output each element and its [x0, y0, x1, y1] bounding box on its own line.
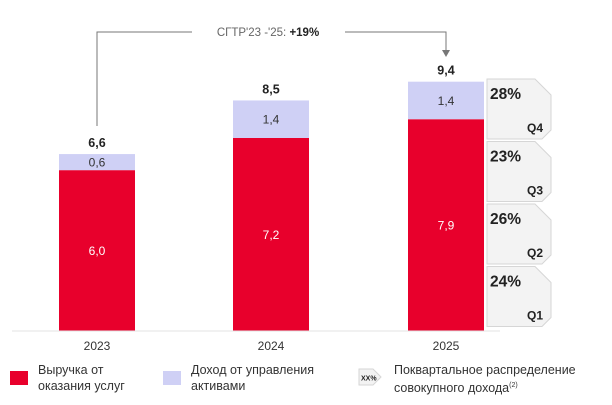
- quarter-pct-Q2: 26%: [490, 211, 521, 228]
- quarter-label-Q1: Q1: [527, 309, 543, 323]
- bar-value-label-revenue-2025: 7,9: [438, 219, 455, 233]
- bar-segment-revenue-2023: [59, 170, 135, 331]
- cagr-bracket-left: [96, 31, 192, 126]
- legend-footnote: (2): [509, 382, 518, 389]
- legend-label-quarterly-line1: Поквартальное распределение: [394, 363, 576, 377]
- legend-item-quarterly: XX% Поквартальное распределение совокупн…: [358, 362, 576, 398]
- legend-label-asset-line2: активами: [191, 379, 246, 393]
- quarter-pct-Q1: 24%: [490, 274, 521, 291]
- cagr-label-value: +19%: [289, 27, 319, 39]
- bar-segment-asset-2023: [59, 154, 135, 171]
- bar-segment-revenue-2025: [408, 119, 484, 331]
- bar-value-label-revenue-2024: 7,2: [263, 228, 280, 242]
- legend-label-quarterly-line2: совокупного дохода: [394, 381, 510, 396]
- quarter-pct-Q4: 28%: [490, 86, 521, 103]
- quarter-label-Q2: Q2: [527, 246, 543, 260]
- x-tick-label-2025: 2025: [433, 339, 460, 353]
- quarter-box-Q2: [486, 203, 552, 265]
- quarterly-tag-icon: XX%: [358, 368, 382, 386]
- quarter-label-Q3: Q3: [527, 184, 543, 198]
- legend-label-revenue-line1: Выручка от: [38, 363, 104, 377]
- bar-total-label-2025: 9,4: [437, 64, 454, 78]
- bar-segment-asset-2024: [233, 100, 309, 138]
- bar-value-label-asset-2023: 0,6: [89, 156, 106, 170]
- cagr-bracket-right: [345, 31, 447, 52]
- bar-segment-revenue-2024: [233, 137, 309, 331]
- bar-value-label-asset-2025: 1,4: [438, 94, 455, 108]
- legend-swatch-asset: [163, 371, 181, 385]
- cagr-arrow-head: [442, 50, 450, 57]
- legend-item-revenue: Выручка от оказания услуг: [10, 362, 125, 398]
- bar-segment-asset-2025: [408, 81, 484, 120]
- quarter-box-Q3: [486, 141, 552, 202]
- x-tick-label-2024: 2024: [258, 339, 285, 353]
- quarterly-distribution: 28% Q4 23% Q3 26% Q2 24% Q1: [486, 78, 552, 327]
- legend-label-asset-line1: Доход от управления: [191, 363, 315, 377]
- x-tick-label-2023: 2023: [84, 339, 111, 353]
- quarter-box-Q1: [486, 266, 552, 327]
- legend-swatch-revenue: [10, 371, 28, 385]
- stacked-bar-chart: CГТР'23 -'25: +19% 6,0 0,6 6,6 2023 7,2 1,4 8,…: [12, 27, 552, 353]
- bar-value-label-revenue-2023: 6,0: [89, 244, 106, 258]
- legend-label-revenue-line2: оказания услуг: [38, 379, 125, 393]
- cagr-annotation: CГТР'23 -'25: +19%: [96, 27, 450, 126]
- cagr-label-prefix: CГТР'23 -'25:: [217, 27, 290, 39]
- quarterly-tag-icon-text: XX%: [361, 376, 377, 383]
- quarter-pct-Q3: 23%: [490, 149, 521, 166]
- cagr-label: CГТР'23 -'25: +19%: [217, 27, 319, 39]
- quarter-box-Q4: [486, 78, 552, 140]
- bar-value-label-asset-2024: 1,4: [263, 113, 280, 127]
- bar-total-label-2024: 8,5: [262, 82, 279, 96]
- bars: 6,0 0,6 6,6 2023 7,2 1,4 8,5 2024 7,9 1,4 9,4 2025: [59, 64, 484, 353]
- quarter-label-Q4: Q4: [527, 121, 543, 135]
- bar-total-label-2023: 6,6: [88, 136, 105, 150]
- legend-item-asset: Доход от управления активами: [163, 362, 314, 398]
